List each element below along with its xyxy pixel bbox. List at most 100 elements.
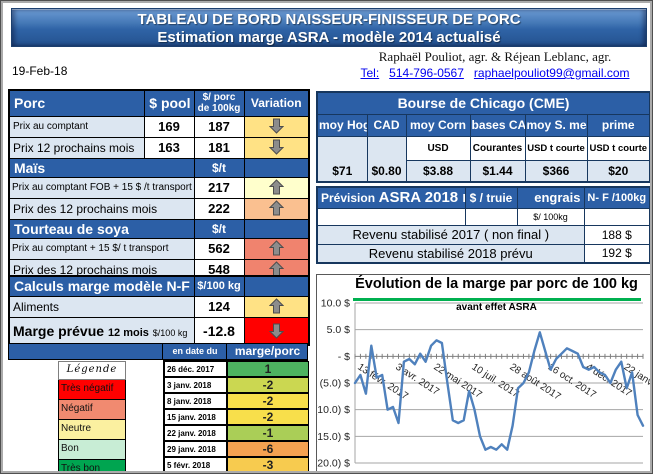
variation-cell: [243, 197, 310, 220]
cme-value: $366: [524, 159, 588, 183]
svg-text:(10.0) $: (10.0) $: [317, 404, 350, 416]
tel-label-link[interactable]: Tel:: [360, 66, 380, 80]
contact-line: Tel: 514-796-0567 raphaelpouliot99@gmail.c…: [339, 66, 650, 80]
soya-section-header: Tourteau de soya $/t: [8, 218, 310, 239]
price-row-porc-12mois: Prix 12 prochains mois 163 181: [8, 136, 310, 159]
prices-table: Porc $ pool $/ porc de 100kg Variation P…: [8, 89, 310, 282]
variation-cell: [243, 316, 310, 346]
calc-row-marge: Marge prévue 12 mois $/100 kg -12.8: [8, 316, 310, 346]
asra-header-row: Prévision ASRA 2018 net $ / truie engrai…: [316, 186, 650, 209]
history-value: 1: [227, 361, 309, 377]
down-arrow-icon: [268, 139, 284, 155]
title-banner: TABLEAU DE BORD NAISSEUR-FINISSEUR DE PO…: [11, 8, 647, 47]
calc-header-row: Calculs marge modèle N-F $/100 kg: [8, 275, 310, 297]
cme-sub-label: Courantes: [469, 135, 526, 161]
cme-column-header: prime: [586, 113, 650, 137]
history-value: -2: [227, 377, 309, 393]
history-value-header: marge/porc: [226, 344, 308, 359]
variation-cell: [243, 295, 310, 318]
legend-item: Très bon: [58, 460, 126, 471]
chart-subtitle: avant effet ASRA: [456, 302, 537, 313]
legend-item: Neutre: [58, 420, 126, 440]
history-value: -6: [227, 441, 309, 457]
cme-value-row: $3.88 $1.44 $366 $20: [317, 159, 650, 183]
history-value: -2: [227, 393, 309, 409]
price-row-mais-12mois: Prix des 12 prochains mois 222: [8, 197, 310, 220]
up-arrow-icon: [268, 240, 284, 256]
variation-column-header: Variation: [243, 89, 310, 117]
svg-text:(20.0) $: (20.0) $: [317, 458, 350, 470]
asra-title: Prévision ASRA 2018 net: [316, 186, 466, 209]
porc-section-title: Porc: [8, 89, 145, 117]
legend-item: Négatif: [58, 400, 126, 420]
up-arrow-icon: [268, 200, 284, 216]
history-date: 15 janv. 2018: [164, 409, 227, 425]
history-date: 8 janv. 2018: [164, 393, 227, 409]
price-row-porc-comptant: Prix au comptant 169 187: [8, 115, 310, 138]
variation-cell: [243, 176, 310, 199]
phone-link[interactable]: 514-796-0567: [389, 66, 464, 80]
color-legend: Légende Très négatif Négatif Neutre Bon Très…: [58, 361, 126, 471]
history-date: 22 janv. 2018: [164, 425, 227, 441]
margin-history-table: 26 déc. 2017 1 3 janv. 2018 -2 8 janv. 2018-…: [163, 360, 309, 471]
variation-cell: [243, 115, 310, 138]
mais-section-header: Maïs $/t: [8, 157, 310, 178]
asra-row-2018: Revenu stabilisé 2018 prévu 192 $: [316, 243, 650, 264]
history-date: 29 janv. 2018: [164, 441, 227, 457]
calc-unit: $/100 kg: [193, 275, 245, 297]
variation-cell: [243, 237, 310, 260]
pool-column-header: $ pool: [143, 89, 195, 117]
history-value: -1: [227, 425, 309, 441]
cme-value: $20: [586, 159, 650, 183]
svg-text:5.0 $: 5.0 $: [327, 324, 351, 336]
history-date-header: en date du: [162, 344, 227, 359]
cme-column-header: moy S. meal: [524, 113, 588, 137]
up-arrow-icon: [268, 179, 284, 195]
calc-row-aliments: Aliments 124: [8, 295, 310, 318]
history-date: 3 janv. 2018: [164, 377, 227, 393]
svg-text:- $: - $: [338, 351, 350, 363]
email-link[interactable]: raphaelpouliot99@gmail.com: [473, 66, 630, 80]
history-value: -3: [227, 457, 309, 471]
cme-value: $71: [316, 135, 368, 183]
legend-item: Très négatif: [58, 380, 126, 400]
margin-calc-table: Calculs marge modèle N-F $/100 kg Alimen…: [8, 275, 311, 346]
cme-sub-label: USD: [405, 135, 471, 161]
svg-text:(15.0) $: (15.0) $: [317, 431, 350, 443]
legend-item: Bon: [58, 440, 126, 460]
cme-title: Bourse de Chicago (CME): [316, 91, 650, 115]
chart-title-underline: [353, 298, 641, 301]
variation-cell: [243, 136, 310, 159]
report-date: 19-Feb-18: [12, 64, 68, 78]
legend-title: Légende: [58, 361, 126, 380]
up-arrow-icon: [268, 298, 284, 314]
cme-title-row: Bourse de Chicago (CME): [316, 91, 650, 115]
banner-line1: TABLEAU DE BORD NAISSEUR-FINISSEUR DE PO…: [137, 11, 521, 28]
cme-column-header: moy Hog: [316, 113, 368, 137]
asra-table: Prévision ASRA 2018 net $ / truie engrai…: [316, 186, 650, 264]
asra-sub-row: $/ 100kg: [316, 207, 650, 226]
cme-value: $3.88: [405, 159, 471, 183]
per-porc-column-header: $/ porc de 100kg: [193, 89, 245, 117]
history-value: -2: [227, 409, 309, 425]
price-row-soya-comptant: Prix au comptant + 15 $/ t transport 562: [8, 237, 310, 260]
cme-sub-label: USD t courte: [586, 135, 650, 161]
prices-header-row: Porc $ pool $/ porc de 100kg Variation: [8, 89, 310, 117]
cme-table: Bourse de Chicago (CME) moy Hog CAD moy Co…: [316, 91, 650, 183]
history-date: 26 déc. 2017: [164, 361, 227, 377]
cme-value: $1.44: [469, 159, 526, 183]
history-date: 5 févr. 2018: [164, 457, 227, 471]
cme-sub-label: USD t courte: [524, 135, 588, 161]
svg-text:(5.0) $: (5.0) $: [320, 378, 351, 390]
chart-plot-area: 10.0 $ 5.0 $ - $ (5.0) $ (10.0) $ (15.0) $ (20…: [317, 298, 650, 470]
author-names: Raphaël Pouliot, agr. & Réjean Leblanc, …: [378, 49, 612, 64]
cme-column-header: CAD: [366, 113, 407, 137]
price-row-mais-comptant: Prix au comptant FOB + 15 $ /t transport…: [8, 176, 310, 199]
down-arrow-icon: [268, 323, 284, 339]
down-arrow-icon: [268, 118, 284, 134]
cme-column-header: bases CAD: [469, 113, 526, 137]
marge-value: -12.8: [193, 316, 245, 346]
chart-title: Évolution de la marge par porc de 100 kg: [355, 276, 638, 292]
cme-sub-row: $71 $0.80 USD Courantes USD t courte USD t co…: [316, 135, 650, 183]
